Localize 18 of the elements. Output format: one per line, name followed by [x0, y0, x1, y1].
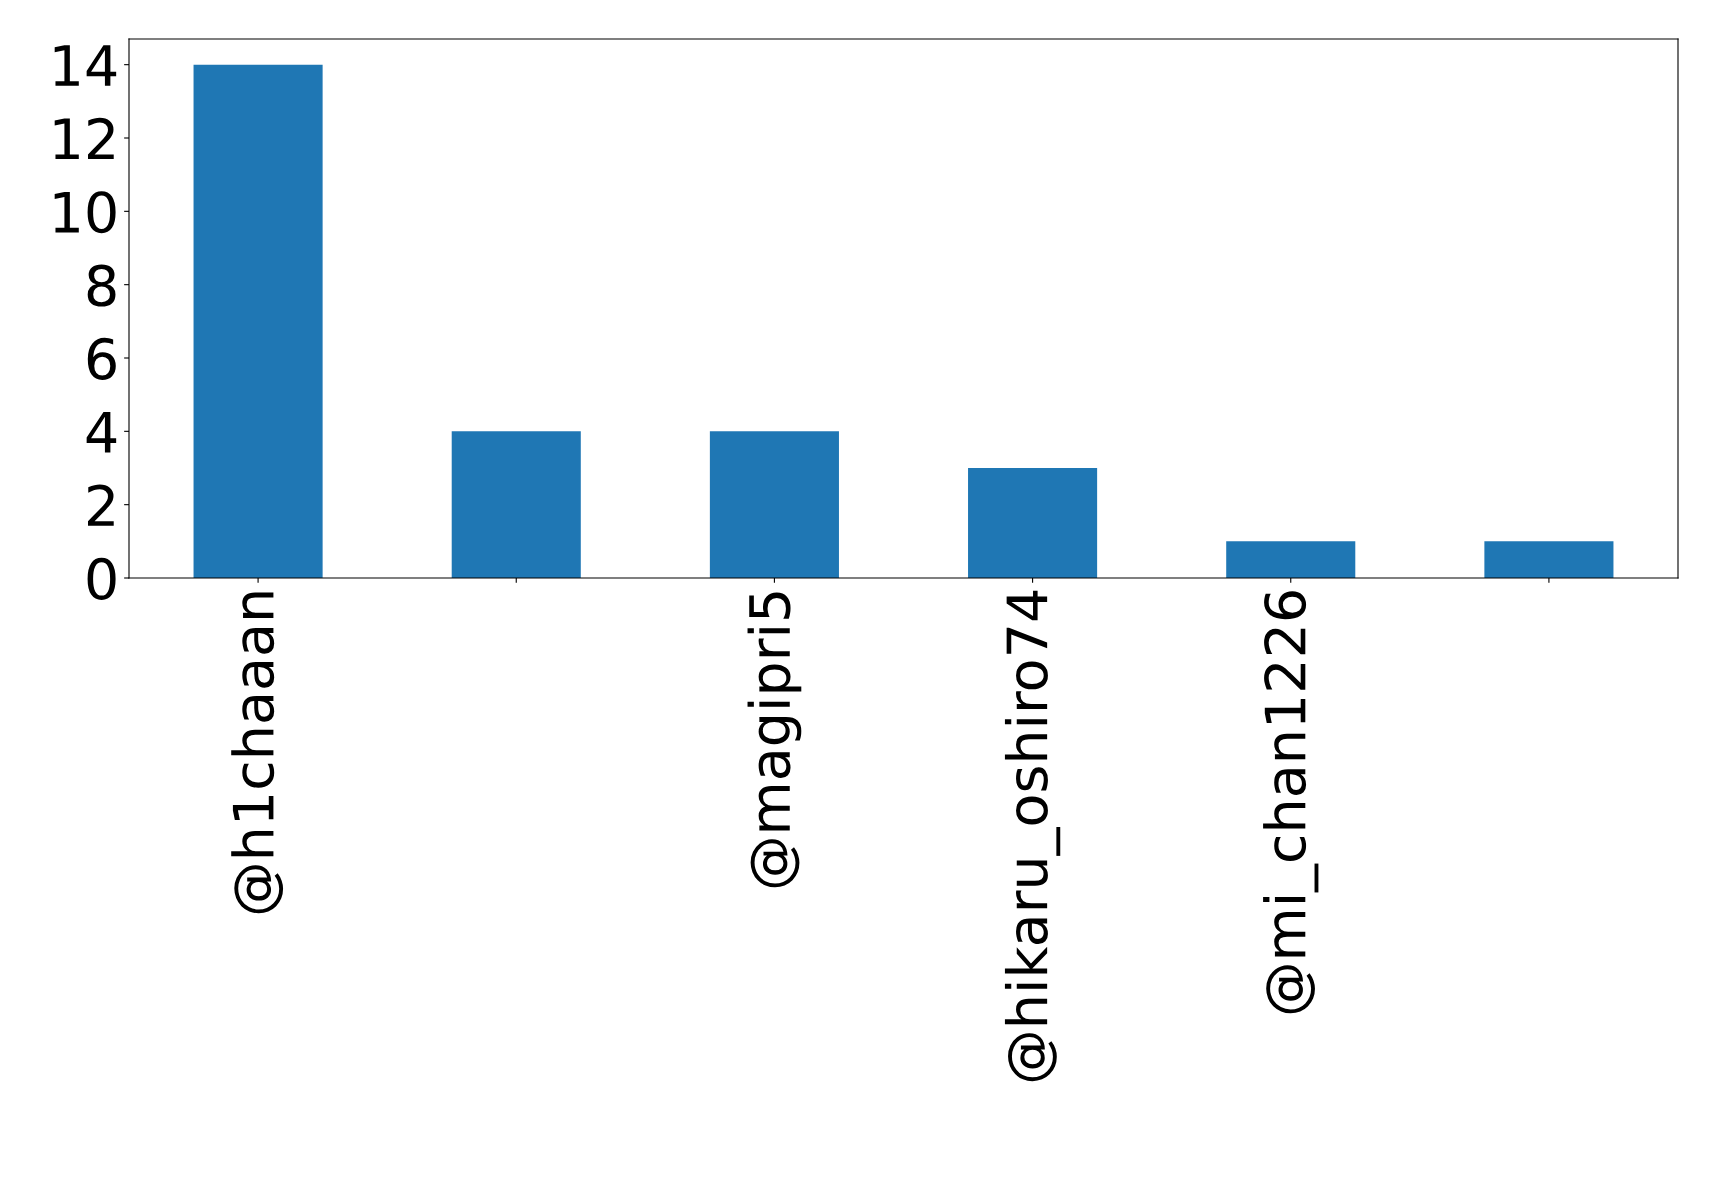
y-tick-label: 6 [87, 337, 116, 380]
bar [709, 431, 839, 578]
y-tick-label: 12 [54, 117, 114, 160]
bar [1484, 541, 1614, 578]
x-tick-label: @hikaru_oshiro74 [1004, 590, 1061, 1082]
bar [451, 431, 581, 578]
x-tick-label: @magipri5 [747, 592, 802, 888]
bar [1226, 541, 1356, 578]
x-tick-label: @mi_chan1226 [1263, 591, 1319, 1014]
y-tick-label: 10 [54, 191, 116, 234]
x-tick-label: @h1chaaan [231, 592, 284, 914]
bar [193, 64, 323, 578]
bar [968, 468, 1098, 578]
y-tick-label: 4 [86, 411, 117, 453]
y-tick-label: 14 [54, 45, 117, 86]
y-tick-label: 8 [87, 264, 116, 307]
y-tick-label: 0 [87, 557, 116, 600]
y-tick-label: 2 [88, 484, 114, 526]
